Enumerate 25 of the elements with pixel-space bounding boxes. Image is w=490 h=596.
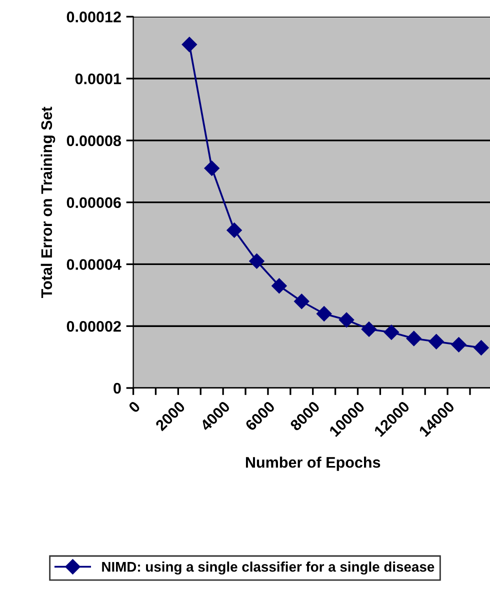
- y-axis-title: Total Error on Training Set: [40, 106, 56, 298]
- y-tick-label: 0.0001: [75, 73, 122, 84]
- y-tick-label: 0.00008: [66, 135, 122, 146]
- point: [338, 312, 354, 328]
- point: [451, 337, 466, 352]
- x-axis-title: Number of Epochs: [246, 456, 380, 471]
- point: [272, 278, 287, 294]
- point: [474, 340, 489, 356]
- point: [182, 36, 197, 52]
- point: [406, 330, 422, 346]
- y-tick-label: 0: [114, 382, 121, 394]
- point: [226, 222, 242, 238]
- point: [204, 160, 220, 176]
- y-tick-label: 0.00004: [66, 259, 122, 270]
- x-tick-label: 0: [128, 400, 141, 414]
- y-tick-label: 0.00012: [66, 12, 121, 22]
- point: [316, 306, 332, 322]
- y-tick-label: 0.00006: [66, 197, 121, 208]
- point: [428, 334, 444, 350]
- point: [384, 324, 400, 340]
- legend-label: NIMD: using a single classifier for a single disease: [102, 562, 434, 575]
- y-tick-label: 0.00002: [66, 320, 121, 332]
- point: [249, 254, 264, 269]
- point: [294, 294, 310, 309]
- point: [361, 322, 377, 337]
